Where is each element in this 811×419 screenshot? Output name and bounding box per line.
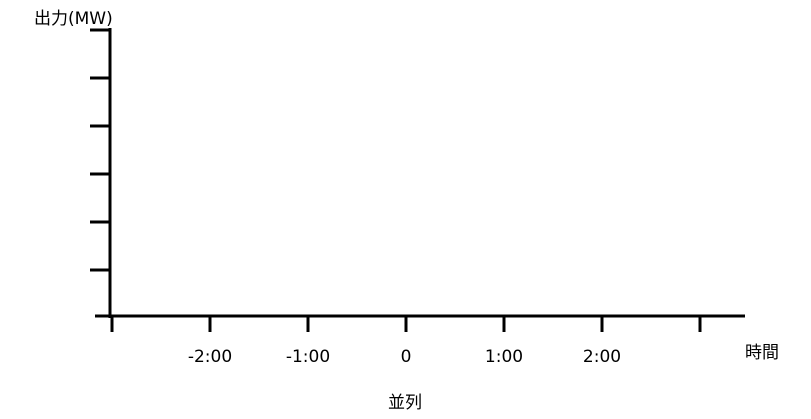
x-tick-label: -2:00 <box>188 347 232 367</box>
x-annotation-label: 並列 <box>388 393 422 413</box>
x-tick-labels-group: -2:00 -1:00 0 1:00 2:00 <box>188 347 621 367</box>
y-axis-label: 出力(MW) <box>34 9 113 29</box>
x-ticks-group <box>110 316 702 332</box>
x-axis-label: 時間 <box>745 343 779 363</box>
x-tick-label: 0 <box>401 347 412 367</box>
x-tick-label: -1:00 <box>286 347 330 367</box>
x-tick-label: 1:00 <box>485 347 523 367</box>
y-ticks-group <box>90 28 110 272</box>
x-tick-label: 2:00 <box>583 347 621 367</box>
